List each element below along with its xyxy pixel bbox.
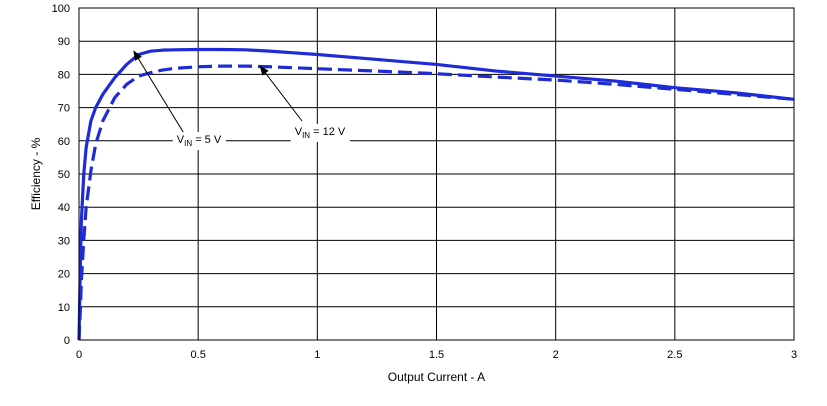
callout-label-bg [172, 132, 226, 150]
callout-arrow [133, 50, 189, 141]
y-axis-label: Efficiency - % [29, 137, 43, 210]
x-tick-label: 2 [553, 349, 559, 361]
series-line [77, 47, 795, 341]
callout-arrow [259, 65, 303, 122]
callout-vin-5v: VIN = 5 V [133, 50, 226, 150]
callout-rest: = 12 V [310, 126, 346, 138]
y-tick-label: 80 [58, 69, 70, 81]
y-tick-label: 30 [58, 235, 70, 247]
callout-label: VIN = 5 V [177, 134, 222, 148]
callout-sub: IN [302, 131, 310, 140]
series-group [77, 47, 795, 341]
y-tick-label: 100 [52, 3, 70, 15]
x-tick-label: 3 [791, 349, 797, 361]
x-axis-label: Output Current - A [388, 370, 485, 384]
callout-label: VIN = 12 V [295, 126, 346, 140]
callout-vin-12v: VIN = 12 V [259, 65, 350, 142]
y-tick-label: 60 [58, 136, 70, 148]
grid [78, 7, 795, 341]
y-tick-label: 70 [58, 103, 70, 115]
callout-main: V [177, 134, 185, 146]
series-vin-5v [77, 47, 795, 341]
x-tick-label: 2.5 [667, 349, 682, 361]
y-tick-label: 10 [58, 302, 70, 314]
y-tick-label: 20 [58, 269, 70, 281]
callout-sub: IN [184, 139, 192, 148]
series-line [77, 64, 795, 341]
y-tick-label: 0 [64, 335, 70, 347]
x-tick-label: 0 [76, 349, 82, 361]
y-tick-label: 40 [58, 202, 70, 214]
y-tick-label: 90 [58, 36, 70, 48]
x-tick-label: 1.5 [429, 349, 444, 361]
callout-main: V [295, 126, 303, 138]
callout-rest: = 5 V [192, 134, 222, 146]
y-tick-label: 50 [58, 169, 70, 181]
x-tick-label: 1 [314, 349, 320, 361]
x-tick-label: 0.5 [191, 349, 206, 361]
plot-frame [78, 7, 795, 341]
series-vin-12v [77, 64, 795, 341]
callout-label-bg [290, 124, 350, 142]
